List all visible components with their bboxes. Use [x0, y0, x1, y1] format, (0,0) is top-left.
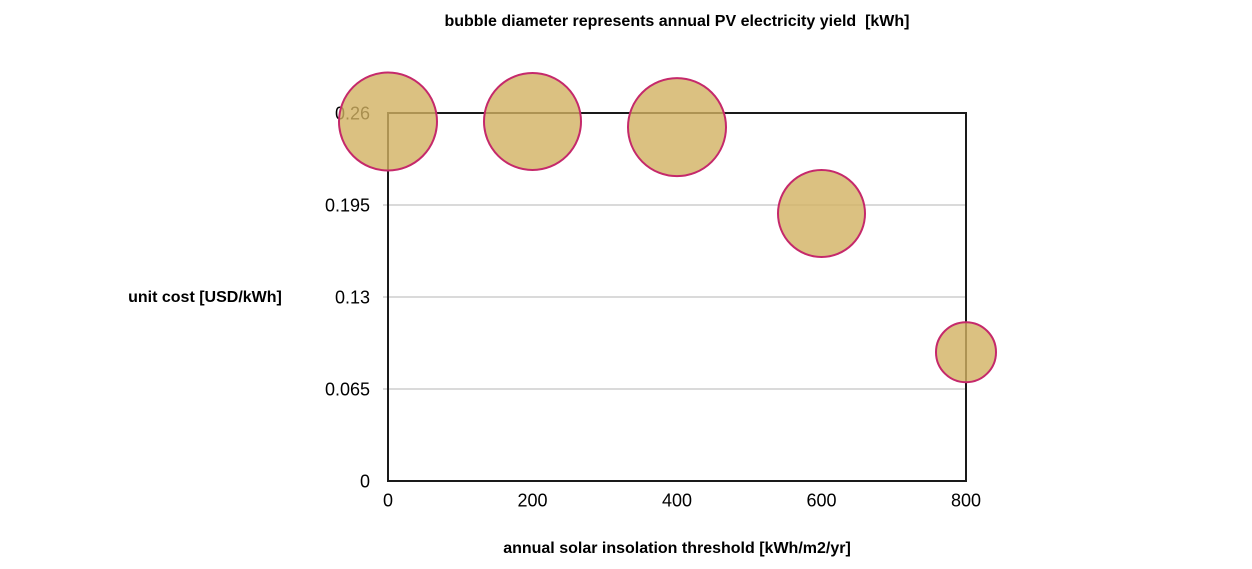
x-axis-title: annual solar insolation threshold [kWh/m… [503, 540, 851, 557]
bubble [338, 71, 438, 172]
bubble [627, 77, 727, 178]
x-tick-label: 200 [517, 491, 547, 511]
chart-title: bubble diameter represents annual PV ele… [444, 13, 910, 30]
y-axis-title: unit cost [USD/kWh] [128, 289, 282, 306]
x-tick-label: 600 [806, 491, 836, 511]
bubble [483, 71, 582, 171]
y-tick-label: 0.13 [335, 288, 370, 308]
y-tick-label: 0.065 [325, 380, 370, 400]
bubble [935, 321, 997, 384]
x-tick-label: 800 [951, 491, 981, 511]
x-tick-label: 0 [383, 491, 393, 511]
y-tick-label: 0 [360, 472, 370, 492]
x-tick-label: 400 [662, 491, 692, 511]
y-tick-label: 0.195 [325, 196, 370, 216]
bubble [777, 168, 866, 258]
